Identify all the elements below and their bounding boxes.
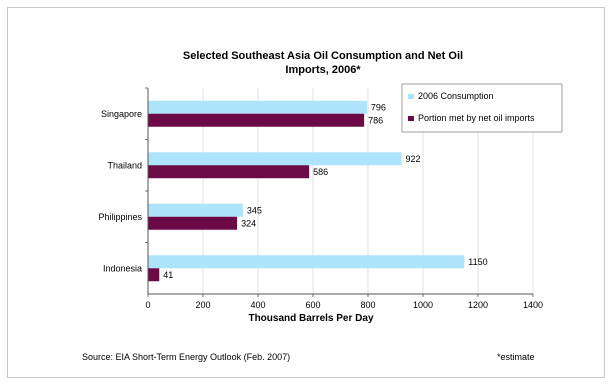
bar-thailand-imports — [148, 165, 310, 179]
value-label: 586 — [313, 167, 328, 177]
bars — [148, 100, 465, 282]
bar-philippines-imports — [148, 216, 238, 230]
chart-title-line-1: Selected Southeast Asia Oil Consumption … — [183, 50, 463, 62]
bar-singapore-imports — [148, 113, 365, 127]
x-axis-title: Thousand Barrels Per Day — [248, 313, 373, 324]
source-note: Source: EIA Short-Term Energy Outlook (F… — [82, 352, 290, 362]
axes: 0 200 400 600 800 1000 1200 1400 Singapore Thaila… — [98, 87, 543, 310]
legend-swatch-consumption — [408, 94, 414, 99]
value-label: 796 — [371, 102, 386, 112]
x-tick-label: 800 — [360, 300, 375, 310]
x-tick-label: 1200 — [468, 300, 488, 310]
category-label-philippines: Philippines — [98, 212, 142, 222]
value-label: 345 — [247, 205, 262, 215]
chart-title-line-2: Imports, 2006* — [285, 64, 361, 76]
x-tick-label: 600 — [305, 300, 320, 310]
legend-label-imports: Portion met by net oil imports — [418, 113, 535, 123]
category-label-indonesia: Indonesia — [103, 263, 142, 273]
category-label-thailand: Thailand — [107, 160, 142, 170]
legend-swatch-imports — [408, 116, 414, 121]
x-tick-label: 1400 — [523, 300, 543, 310]
bar-singapore-consumption — [148, 100, 367, 114]
value-labels: 796 786 922 586 345 324 1150 41 — [163, 102, 487, 280]
x-tick-label: 400 — [250, 300, 265, 310]
bar-thailand-consumption — [148, 152, 402, 166]
legend-label-consumption: 2006 Consumption — [418, 91, 494, 101]
value-label: 786 — [368, 115, 383, 125]
footnote: *estimate — [497, 352, 535, 362]
x-tick-label: 1000 — [413, 300, 433, 310]
value-label: 41 — [163, 270, 173, 280]
oil-consumption-chart: Selected Southeast Asia Oil Consumption … — [82, 50, 563, 362]
value-label: 1150 — [468, 257, 487, 267]
value-label: 324 — [241, 218, 256, 228]
bar-philippines-consumption — [148, 203, 243, 217]
bar-indonesia-imports — [148, 268, 160, 282]
x-tick-label: 200 — [195, 300, 210, 310]
value-label: 922 — [406, 154, 421, 164]
chart-frame: Selected Southeast Asia Oil Consumption … — [7, 7, 605, 378]
category-label-singapore: Singapore — [101, 109, 142, 119]
bar-indonesia-consumption — [148, 255, 465, 269]
x-tick-label: 0 — [145, 300, 150, 310]
legend-box — [401, 83, 563, 133]
legend: 2006 Consumption Portion met by net oil … — [401, 83, 563, 133]
